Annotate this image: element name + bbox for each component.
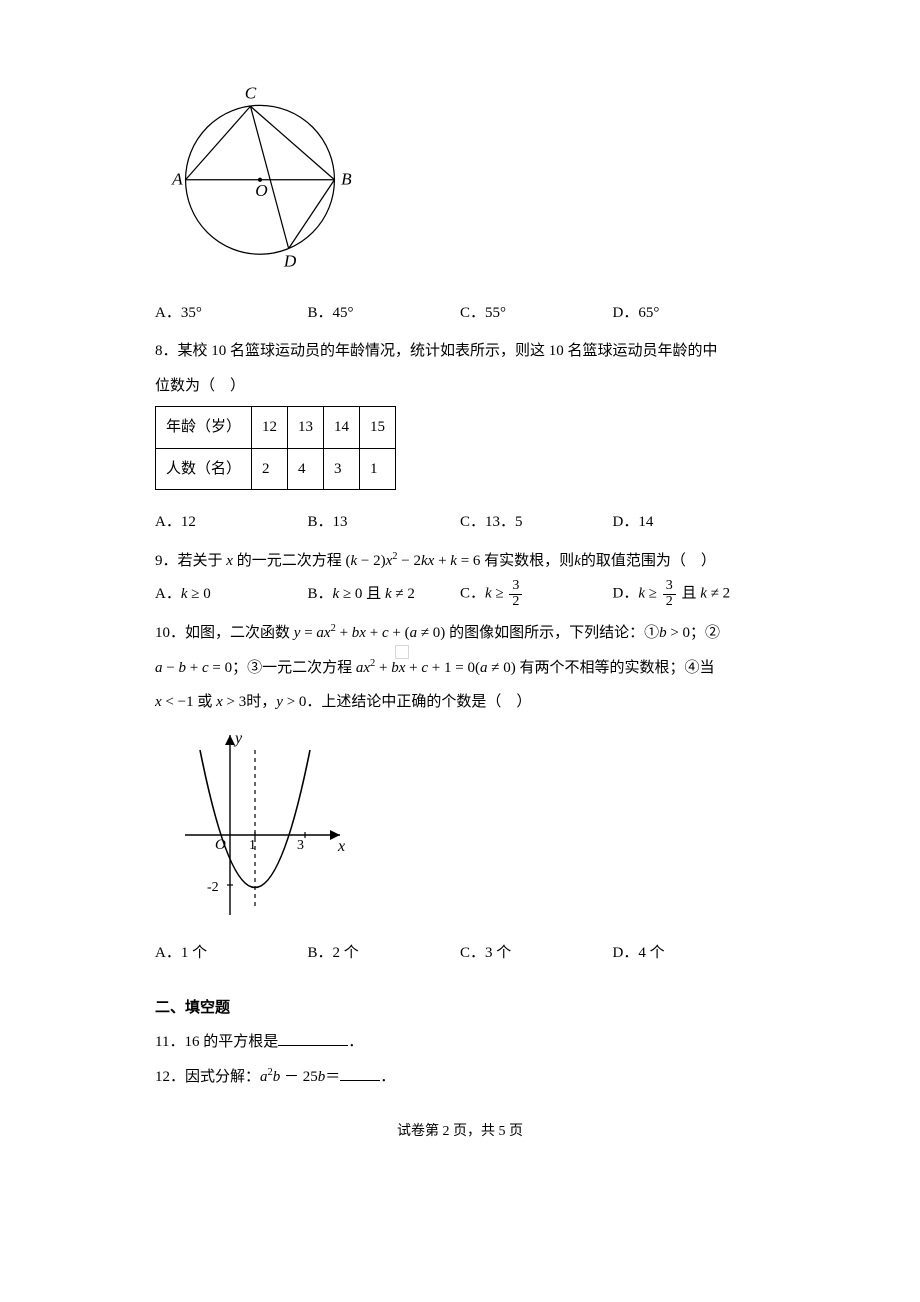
section-2-title: 二、填空题 bbox=[155, 994, 765, 1023]
label-C: C bbox=[245, 84, 257, 103]
q8-cell: 1 bbox=[360, 448, 396, 490]
circle-diagram: A B C D O bbox=[155, 70, 365, 280]
q8-stem-line1: 8．某校 10 名篮球运动员的年龄情况，统计如表所示，则这 10 名篮球运动员年… bbox=[155, 337, 765, 366]
q8-option-b: B．13 bbox=[308, 508, 461, 537]
q7-option-a: A．35° bbox=[155, 299, 308, 328]
q10-option-d: D．4 个 bbox=[613, 939, 766, 968]
parabola-x3: 3 bbox=[297, 838, 304, 853]
q8-cell: 15 bbox=[360, 407, 396, 449]
q10-option-c: C．3 个 bbox=[460, 939, 613, 968]
q9-option-b: B．k ≥ 0 且 k ≠ 2 bbox=[308, 580, 461, 609]
q8-cell: 14 bbox=[324, 407, 360, 449]
parabola-diagram: y x O 1 3 -2 bbox=[175, 725, 355, 925]
q7-option-d: D．65° bbox=[613, 299, 766, 328]
q9-option-d: D．k ≥ 32 且 k ≠ 2 bbox=[613, 579, 766, 609]
q8-row2-header: 人数（名） bbox=[156, 448, 252, 490]
parabola-O-label: O bbox=[215, 837, 226, 853]
q8-cell: 3 bbox=[324, 448, 360, 490]
q8-cell: 12 bbox=[252, 407, 288, 449]
q9-option-a: A．k ≥ 0 bbox=[155, 580, 308, 609]
parabola-x-label: x bbox=[337, 838, 345, 855]
label-O: O bbox=[255, 181, 267, 200]
q12: 12．因式分解：a2b － 25b＝． bbox=[155, 1063, 765, 1092]
q8-cell: 2 bbox=[252, 448, 288, 490]
q10-stem-line3: x < −1 或 x > 3时，y > 0．上述结论中正确的个数是（ ） bbox=[155, 688, 765, 717]
q9-option-c: C．k ≥ 32 bbox=[460, 579, 613, 609]
q8-cell: 13 bbox=[288, 407, 324, 449]
q8-cell: 4 bbox=[288, 448, 324, 490]
parabola-y-label: y bbox=[233, 730, 243, 747]
q9-options: A．k ≥ 0 B．k ≥ 0 且 k ≠ 2 C．k ≥ 32 D．k ≥ 3… bbox=[155, 579, 765, 609]
label-D: D bbox=[283, 252, 297, 271]
table-row: 年龄（岁） 12 13 14 15 bbox=[156, 407, 396, 449]
q8-option-a: A．12 bbox=[155, 508, 308, 537]
q10-options: A．1 个 B．2 个 C．3 个 D．4 个 bbox=[155, 939, 765, 968]
q10-option-a: A．1 个 bbox=[155, 939, 308, 968]
q10-stem-line2: a − b + c = 0；③一元二次方程 ax2 + bx + c + 1 =… bbox=[155, 654, 765, 683]
q10-option-b: B．2 个 bbox=[308, 939, 461, 968]
page-footer: 试卷第 2 页，共 5 页 bbox=[155, 1119, 765, 1146]
q8-row1-header: 年龄（岁） bbox=[156, 407, 252, 449]
q7-option-c: C．55° bbox=[460, 299, 613, 328]
q11-blank bbox=[278, 1030, 348, 1046]
parabola-x1: 1 bbox=[249, 838, 256, 853]
q12-blank bbox=[340, 1065, 380, 1081]
q9-stem: 9．若关于 x 的一元二次方程 (k − 2)x2 − 2kx + k = 6 … bbox=[155, 547, 765, 576]
q7-option-b: B．45° bbox=[308, 299, 461, 328]
q11: 11．16 的平方根是． bbox=[155, 1028, 765, 1057]
watermark-icon bbox=[395, 645, 409, 659]
parabola-ymin: -2 bbox=[207, 880, 219, 895]
q8-option-d: D．14 bbox=[613, 508, 766, 537]
q8-options: A．12 B．13 C．13．5 D．14 bbox=[155, 508, 765, 537]
q7-options: A．35° B．45° C．55° D．65° bbox=[155, 299, 765, 328]
q8-table: 年龄（岁） 12 13 14 15 人数（名） 2 4 3 1 bbox=[155, 406, 396, 490]
label-A: A bbox=[171, 170, 183, 189]
q8-stem-line2: 位数为（ ） bbox=[155, 372, 765, 401]
q10-stem-line1: 10．如图，二次函数 y = ax2 + bx + c + (a ≠ 0) 的图… bbox=[155, 619, 765, 648]
table-row: 人数（名） 2 4 3 1 bbox=[156, 448, 396, 490]
label-B: B bbox=[341, 170, 352, 189]
q8-option-c: C．13．5 bbox=[460, 508, 613, 537]
